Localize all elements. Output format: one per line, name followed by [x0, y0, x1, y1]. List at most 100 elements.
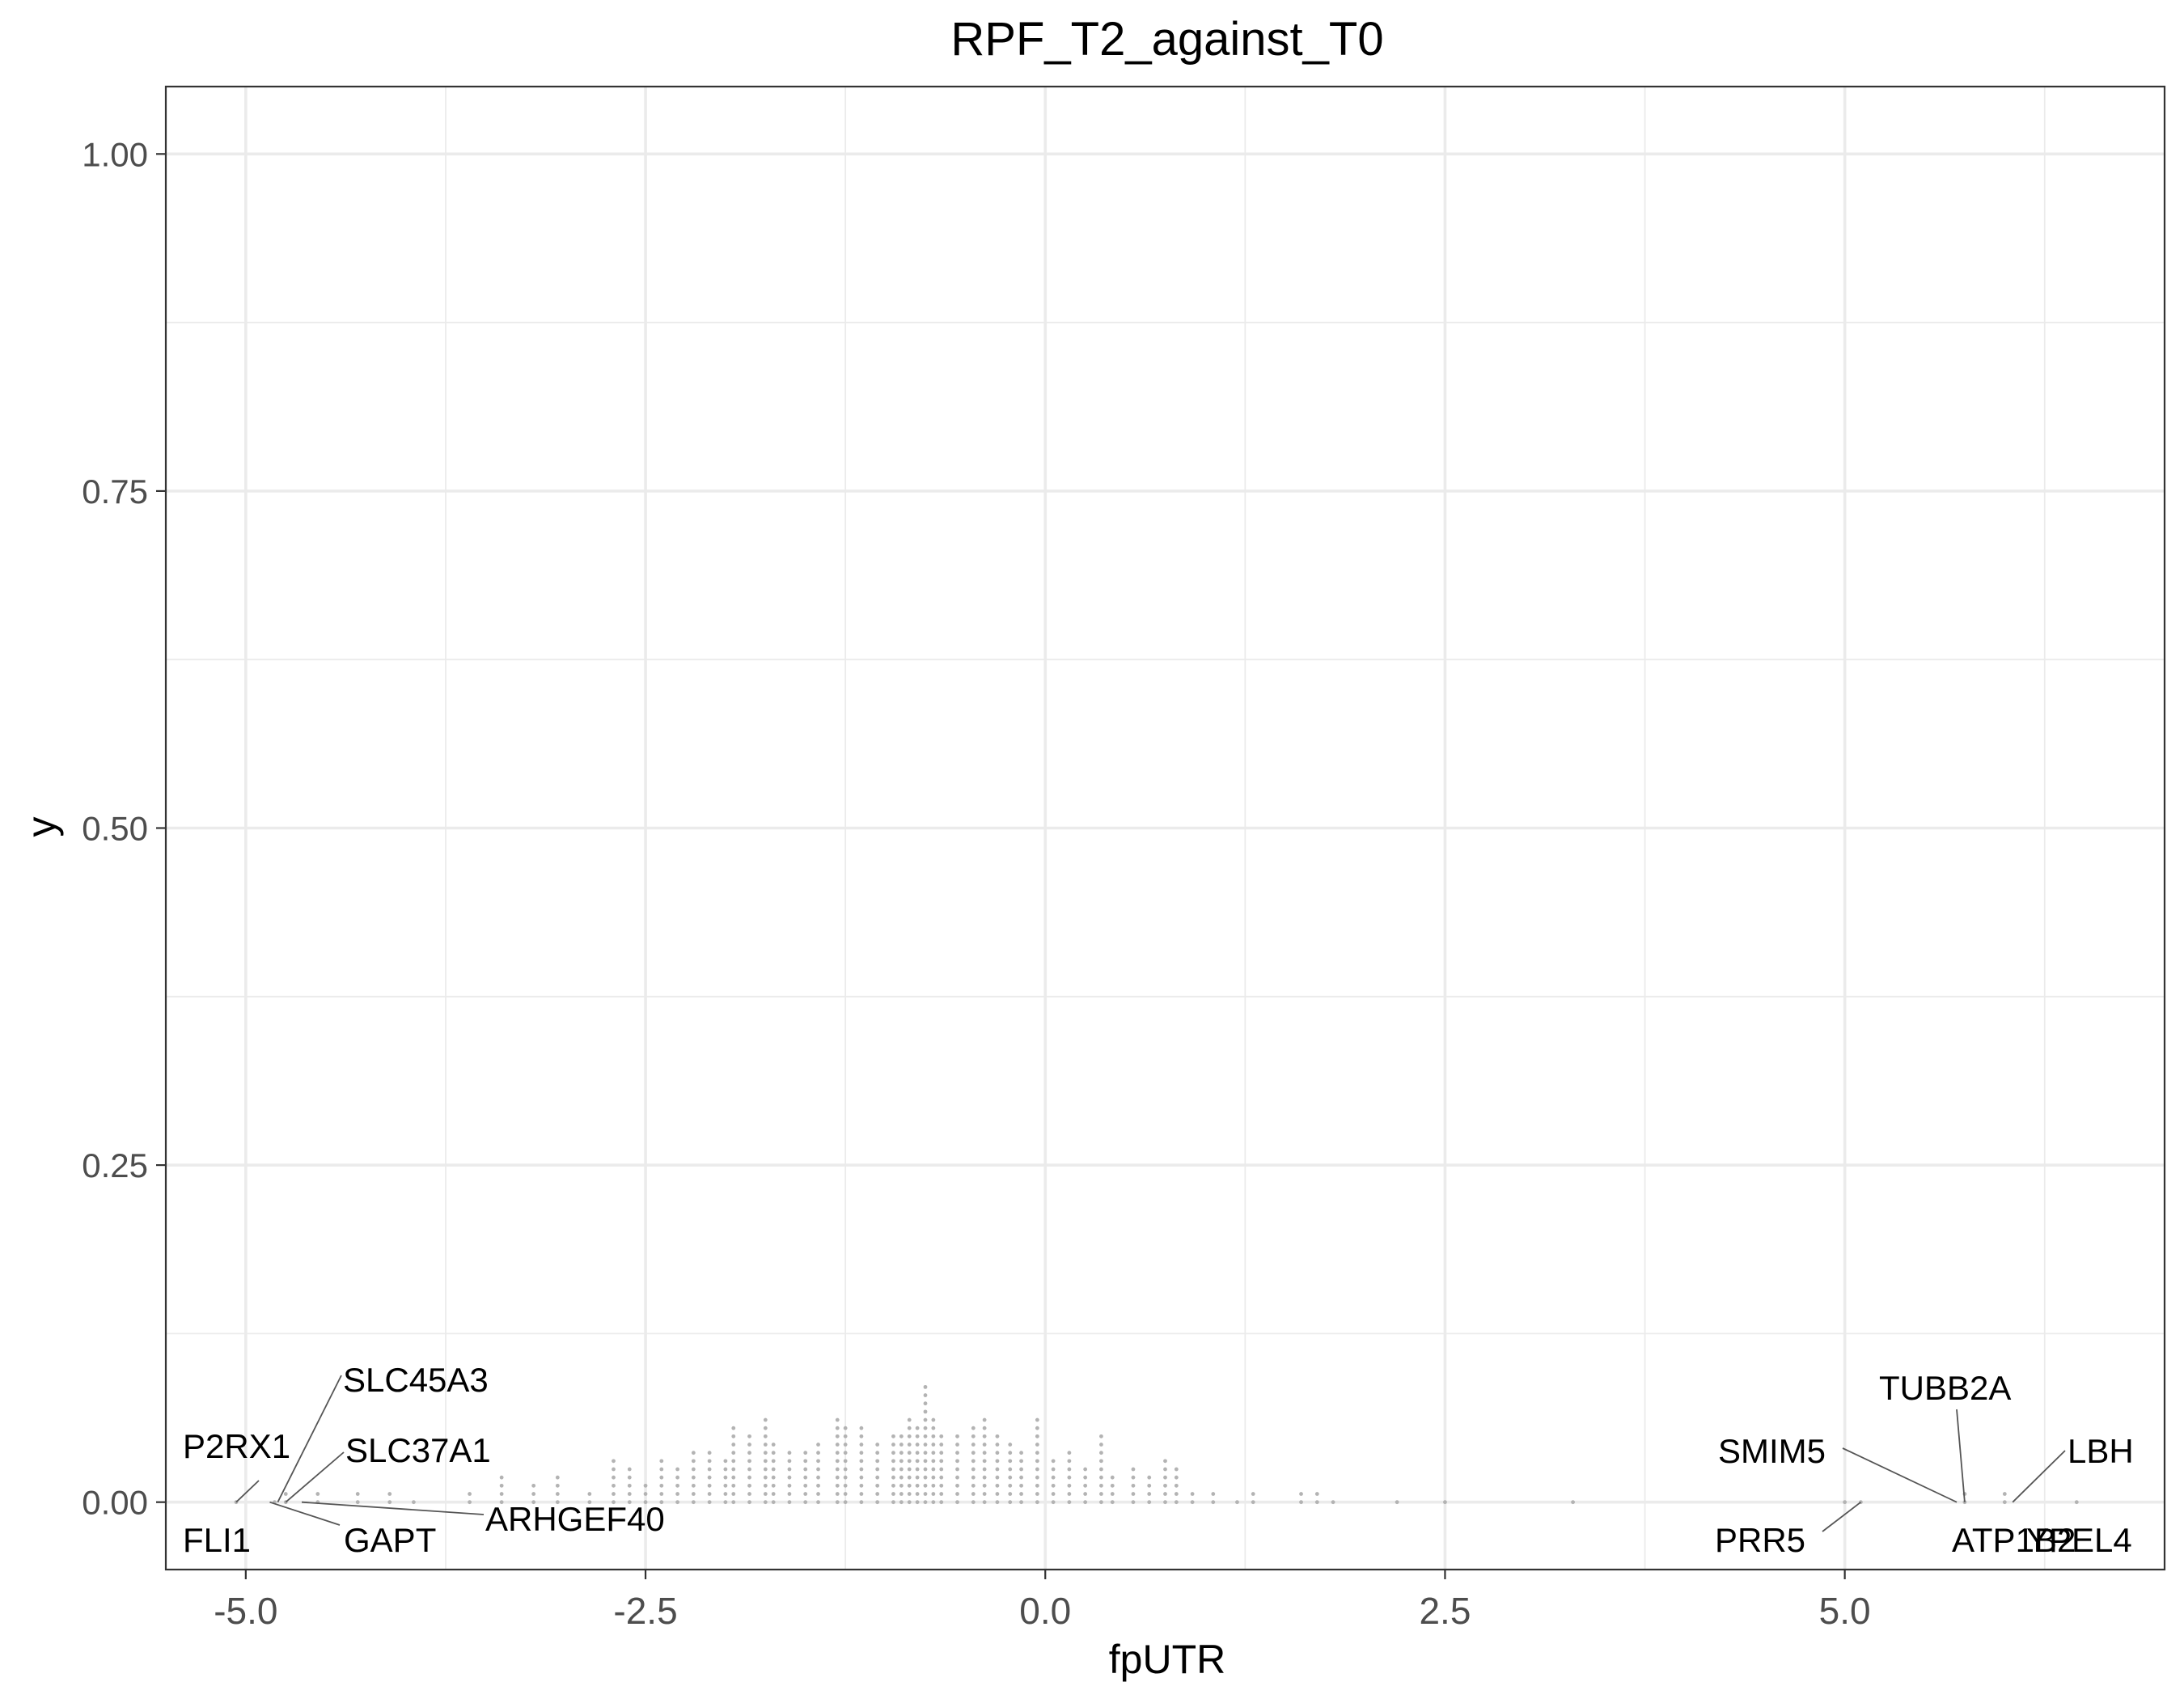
- data-point: [923, 1409, 928, 1414]
- data-point: [982, 1443, 987, 1447]
- data-point: [612, 1492, 616, 1496]
- data-point: [731, 1500, 736, 1505]
- data-point: [931, 1426, 936, 1430]
- data-point: [1035, 1451, 1039, 1455]
- data-point: [1163, 1500, 1167, 1505]
- data-point: [555, 1483, 560, 1488]
- data-point: [835, 1467, 840, 1472]
- data-point: [971, 1467, 976, 1472]
- data-point: [2074, 1500, 2079, 1505]
- data-point: [803, 1459, 808, 1464]
- data-point: [835, 1443, 840, 1447]
- data-point: [731, 1459, 736, 1464]
- data-point: [1035, 1475, 1039, 1480]
- data-point: [1147, 1492, 1152, 1496]
- x-tick-label: 5.0: [1819, 1590, 1871, 1632]
- data-point: [915, 1483, 920, 1488]
- leader-line: [285, 1451, 345, 1503]
- data-point: [675, 1467, 679, 1472]
- data-point: [1035, 1426, 1039, 1430]
- data-point: [1067, 1475, 1072, 1480]
- data-point: [816, 1459, 820, 1464]
- data-point: [803, 1492, 808, 1496]
- data-point: [835, 1492, 840, 1496]
- data-point: [907, 1500, 912, 1505]
- data-point: [555, 1500, 560, 1505]
- data-point: [1019, 1483, 1023, 1488]
- data-point: [915, 1475, 920, 1480]
- data-point: [955, 1459, 959, 1464]
- data-point: [835, 1426, 840, 1430]
- data-point: [891, 1434, 895, 1438]
- data-point: [899, 1467, 904, 1472]
- data-point: [675, 1500, 679, 1505]
- data-point: [747, 1459, 751, 1464]
- data-point: [835, 1475, 840, 1480]
- data-point: [1314, 1492, 1319, 1496]
- data-point: [612, 1467, 616, 1472]
- data-point: [627, 1500, 632, 1505]
- data-point: [923, 1417, 928, 1422]
- data-point: [771, 1459, 776, 1464]
- data-point: [763, 1475, 768, 1480]
- data-point: [907, 1417, 912, 1422]
- data-point: [939, 1500, 944, 1505]
- data-point: [723, 1459, 728, 1464]
- data-point: [1571, 1500, 1575, 1505]
- data-point: [1019, 1475, 1023, 1480]
- data-point: [763, 1483, 768, 1488]
- data-point: [787, 1467, 792, 1472]
- data-point: [1035, 1459, 1039, 1464]
- data-point: [1099, 1475, 1103, 1480]
- data-point: [982, 1434, 987, 1438]
- data-point: [803, 1467, 808, 1472]
- data-point: [1099, 1451, 1103, 1455]
- gene-label: LBH: [2068, 1432, 2134, 1470]
- data-point: [1008, 1500, 1013, 1505]
- gene-label: SLC45A3: [343, 1361, 489, 1399]
- leader-line: [2012, 1450, 2066, 1503]
- data-point: [1147, 1483, 1152, 1488]
- data-point: [771, 1451, 776, 1455]
- data-point: [816, 1483, 820, 1488]
- data-point: [1019, 1451, 1023, 1455]
- data-point: [707, 1500, 712, 1505]
- data-point: [1099, 1459, 1103, 1464]
- data-point: [1051, 1492, 1056, 1496]
- data-point: [499, 1483, 504, 1488]
- data-point: [995, 1475, 1000, 1480]
- data-point: [283, 1492, 288, 1496]
- data-point: [1331, 1500, 1335, 1505]
- data-point: [1131, 1475, 1136, 1480]
- data-point: [939, 1483, 944, 1488]
- data-point: [995, 1434, 1000, 1438]
- data-point: [1211, 1500, 1216, 1505]
- data-point: [803, 1483, 808, 1488]
- data-point: [931, 1492, 936, 1496]
- gene-labels: P2RX1 FLI1 SLC45A3 SLC37A1 GAPT ARHGEF40 TUBB2…: [183, 1361, 2134, 1559]
- data-point: [612, 1475, 616, 1480]
- data-point: [939, 1492, 944, 1496]
- data-point: [982, 1467, 987, 1472]
- data-point: [723, 1492, 728, 1496]
- y-tick-label: 0.75: [82, 472, 148, 511]
- data-point: [915, 1492, 920, 1496]
- y-axis-ticks: 0.00 0.25 0.50 0.75 1.00: [82, 135, 166, 1522]
- y-tick-label: 0.50: [82, 810, 148, 848]
- data-point: [835, 1459, 840, 1464]
- data-point: [1051, 1467, 1056, 1472]
- data-point: [907, 1467, 912, 1472]
- data-point: [1251, 1500, 1255, 1505]
- data-point: [1083, 1467, 1088, 1472]
- data-point: [659, 1459, 664, 1464]
- data-point: [731, 1443, 736, 1447]
- data-point: [1110, 1492, 1115, 1496]
- data-point: [955, 1467, 959, 1472]
- data-point: [891, 1467, 895, 1472]
- data-point: [907, 1459, 912, 1464]
- data-point: [1035, 1492, 1039, 1496]
- data-point: [1099, 1492, 1103, 1496]
- data-point: [555, 1492, 560, 1496]
- data-point: [1051, 1475, 1056, 1480]
- data-point: [899, 1451, 904, 1455]
